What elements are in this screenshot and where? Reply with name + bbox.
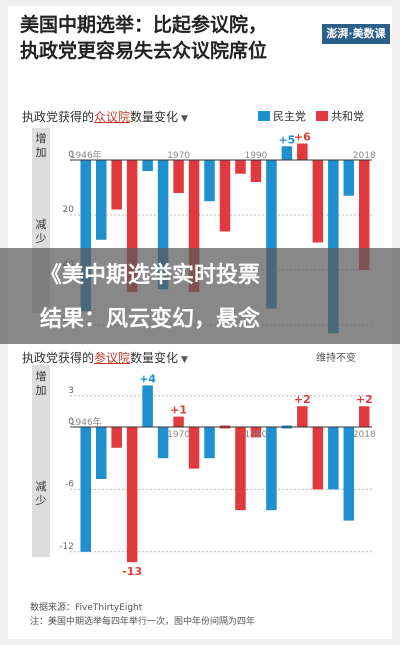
- y-label-down-1: 减: [36, 480, 47, 493]
- bar: [359, 406, 370, 427]
- bar: [188, 427, 200, 469]
- y-label-up-1: 增: [36, 369, 47, 383]
- y-label-bar-up: [32, 128, 50, 173]
- overlay-line-1: 《美中期选举实时投票: [40, 263, 261, 288]
- x-year-label: 1990: [244, 430, 267, 440]
- chevron-down-icon[interactable]: ▼: [181, 114, 188, 124]
- legend-item-dem: 民主党: [258, 108, 306, 124]
- value-label: +6: [294, 131, 311, 144]
- bar: [359, 160, 370, 270]
- y-label-up-2: 加: [36, 384, 47, 397]
- bar: [297, 143, 308, 160]
- bar: [250, 160, 262, 182]
- bar: [142, 385, 153, 427]
- y-label-bar-down: [32, 427, 50, 557]
- source-line: 数据来源：FiveThirtyEight: [30, 603, 143, 613]
- bar: [95, 427, 107, 479]
- y-label-down-2: 少: [36, 494, 47, 507]
- bar: [188, 160, 200, 292]
- y-label-up-1: 增: [36, 131, 47, 145]
- y-tick-label: 3: [68, 386, 74, 396]
- note-line: 注：美国中期选举每四年举行一次，图中年份间隔为四年: [30, 617, 256, 627]
- bar: [157, 427, 169, 459]
- title-line-1: 美国中期选举：比起参议院，: [20, 14, 268, 36]
- x-year-label: 1970: [167, 430, 190, 440]
- headline-overlay[interactable]: 《美中期选举实时投票 结果：风云变幻，悬念: [0, 248, 400, 344]
- page-title: 美国中期选举：比起参议院， 执政党更容易失去众议院席位: [20, 12, 310, 64]
- bar: [250, 427, 262, 438]
- bar: [126, 427, 138, 563]
- value-label: +1: [170, 404, 187, 417]
- bar: [80, 160, 91, 312]
- x-year-label: 1946年: [70, 416, 102, 428]
- bar: [111, 427, 122, 448]
- bar: [80, 427, 91, 552]
- bar: [219, 160, 231, 232]
- y-tick-label: 0: [68, 417, 74, 427]
- bar: [343, 160, 355, 196]
- bar: [328, 427, 339, 490]
- bar: [111, 160, 122, 210]
- bar: [95, 160, 107, 240]
- x-year-label: 2018: [353, 430, 376, 440]
- bar: [126, 160, 138, 292]
- legend-item-rep: 共和党: [316, 108, 364, 124]
- bar: [312, 160, 324, 243]
- bar: [204, 427, 215, 459]
- y-tick-label: -6: [65, 479, 74, 489]
- bar: [142, 160, 153, 171]
- bar: [312, 427, 324, 490]
- overlay-line-2: 结果：风云变幻，悬念: [40, 307, 261, 332]
- chevron-down-icon[interactable]: ▼: [181, 355, 188, 365]
- y-tick-label: 20: [63, 205, 75, 215]
- bar: [328, 160, 339, 334]
- value-label: -13: [122, 565, 142, 578]
- bar: [266, 427, 277, 511]
- value-label: +5: [278, 133, 295, 146]
- y-label-bar-up: [32, 365, 50, 427]
- y-tick-label: -12: [59, 542, 74, 552]
- bar: [173, 160, 184, 193]
- x-year-label: 1946年: [70, 149, 102, 161]
- bar: [235, 427, 246, 511]
- y-label-down-1: 减: [36, 218, 47, 231]
- bar: [157, 160, 169, 290]
- bar: [297, 406, 308, 427]
- chart-legend: 民主党 共和党: [258, 108, 364, 124]
- y-label-down-2: 少: [36, 232, 47, 245]
- title-line-2: 执政党更容易失去众议院席位: [20, 40, 268, 62]
- bar: [173, 416, 184, 427]
- y-tick-label: 0: [68, 150, 74, 160]
- bar: [235, 160, 246, 174]
- value-label: +2: [356, 393, 373, 406]
- chart1-subtitle[interactable]: 执政党获得的众议院数量变化 ▼: [22, 110, 188, 124]
- value-label: +2: [294, 393, 311, 406]
- chart2-subtitle[interactable]: 执政党获得的参议院数量变化 ▼: [22, 351, 188, 365]
- value-label: +4: [139, 372, 156, 385]
- bar: [266, 160, 277, 309]
- x-year-label: 2018: [353, 151, 376, 161]
- y-label-up-2: 加: [36, 146, 47, 159]
- x-year-label: 1990: [244, 151, 267, 161]
- bar: [343, 427, 355, 521]
- x-year-label: 1970: [167, 151, 190, 161]
- brand-logo: 澎湃·美数课: [322, 24, 390, 44]
- bar: [204, 160, 215, 202]
- bar: [281, 146, 293, 160]
- chart2-subtitle-extra: 维持不变: [316, 353, 356, 364]
